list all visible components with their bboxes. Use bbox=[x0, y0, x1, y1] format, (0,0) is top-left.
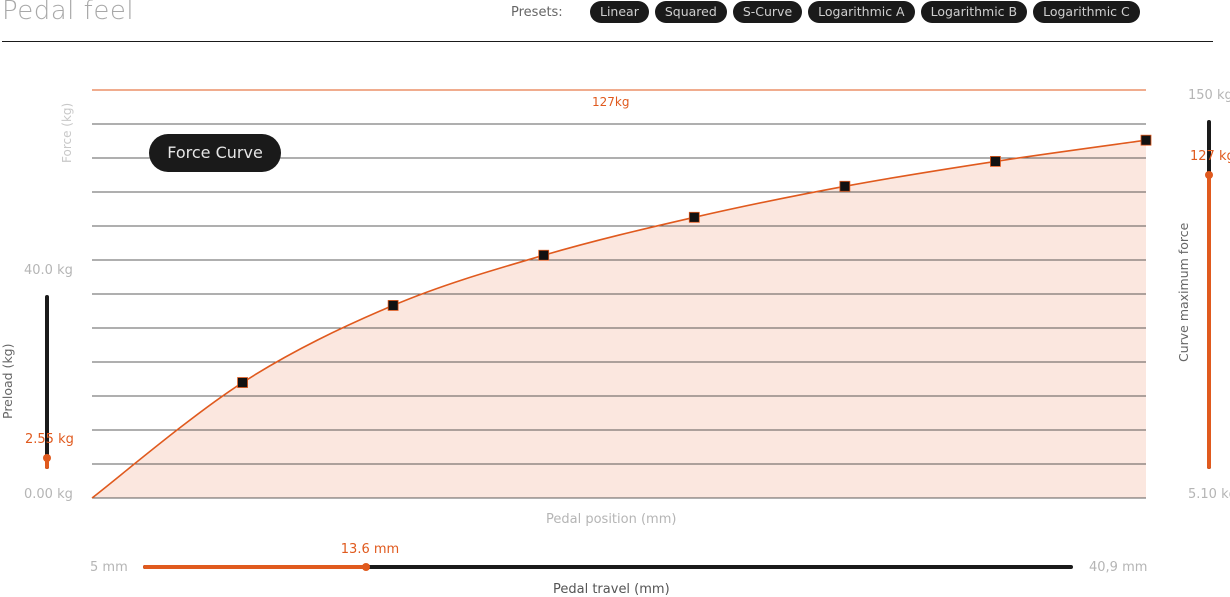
preload-slider-fill bbox=[45, 457, 49, 469]
preload-slider-track[interactable] bbox=[45, 295, 49, 469]
curve-control-point[interactable] bbox=[237, 377, 248, 388]
curve-control-point[interactable] bbox=[538, 249, 550, 261]
preload-slider-handle[interactable] bbox=[43, 453, 51, 462]
preload-value-label: 2.55 kg bbox=[25, 431, 74, 447]
travel-axis-label: Pedal travel (mm) bbox=[553, 582, 670, 597]
presets-label: Presets: bbox=[511, 5, 563, 20]
travel-min-label: 5 mm bbox=[90, 560, 128, 575]
y-axis-label: Force (kg) bbox=[60, 102, 74, 163]
curve-control-point[interactable] bbox=[1140, 134, 1152, 146]
preload-max-label: 40.0 kg bbox=[24, 263, 73, 278]
preset-logarithmic-a-button[interactable]: Logarithmic A bbox=[808, 1, 915, 23]
max-force-slider-fill bbox=[1207, 175, 1211, 469]
curve-area-fill bbox=[92, 140, 1146, 498]
max-force-min-label: 5.10 kg bbox=[1188, 487, 1230, 502]
curve-control-point[interactable] bbox=[387, 300, 399, 311]
max-force-value-label: 127 kg bbox=[1190, 149, 1230, 165]
preset-linear-button[interactable]: Linear bbox=[590, 1, 649, 23]
preset-squared-button[interactable]: Squared bbox=[654, 1, 727, 23]
preset-s-curve-button[interactable]: S-Curve bbox=[732, 1, 803, 23]
travel-max-label: 40,9 mm bbox=[1089, 560, 1148, 575]
travel-slider-fill bbox=[143, 565, 366, 569]
max-force-slider-handle[interactable] bbox=[1205, 171, 1213, 180]
curve-control-point[interactable] bbox=[839, 180, 851, 192]
max-force-max-label: 150 kg bbox=[1188, 88, 1230, 103]
header-divider bbox=[2, 41, 1213, 42]
curve-control-point[interactable] bbox=[990, 155, 1001, 167]
presets-bar: Linear Squared S-Curve Logarithmic A Log… bbox=[590, 1, 1140, 23]
preload-min-label: 0.00 kg bbox=[24, 487, 73, 502]
preset-logarithmic-b-button[interactable]: Logarithmic B bbox=[920, 1, 1028, 23]
max-force-axis-label: Curve maximum force bbox=[1176, 222, 1191, 362]
force-curve-line bbox=[91, 139, 1147, 499]
force-curve-badge: Force Curve bbox=[149, 134, 281, 172]
x-axis-label: Pedal position (mm) bbox=[546, 512, 677, 527]
travel-slider-handle[interactable] bbox=[361, 563, 370, 571]
travel-value-label: 13.6 mm bbox=[340, 542, 400, 557]
max-force-line-label: 127kg bbox=[592, 95, 630, 109]
preload-axis-label: Preload (kg) bbox=[0, 343, 15, 420]
page-title: Pedal feel bbox=[2, 0, 135, 26]
curve-control-point[interactable] bbox=[688, 211, 700, 223]
travel-slider-track[interactable] bbox=[143, 565, 1073, 569]
preset-logarithmic-c-button[interactable]: Logarithmic C bbox=[1033, 1, 1140, 23]
